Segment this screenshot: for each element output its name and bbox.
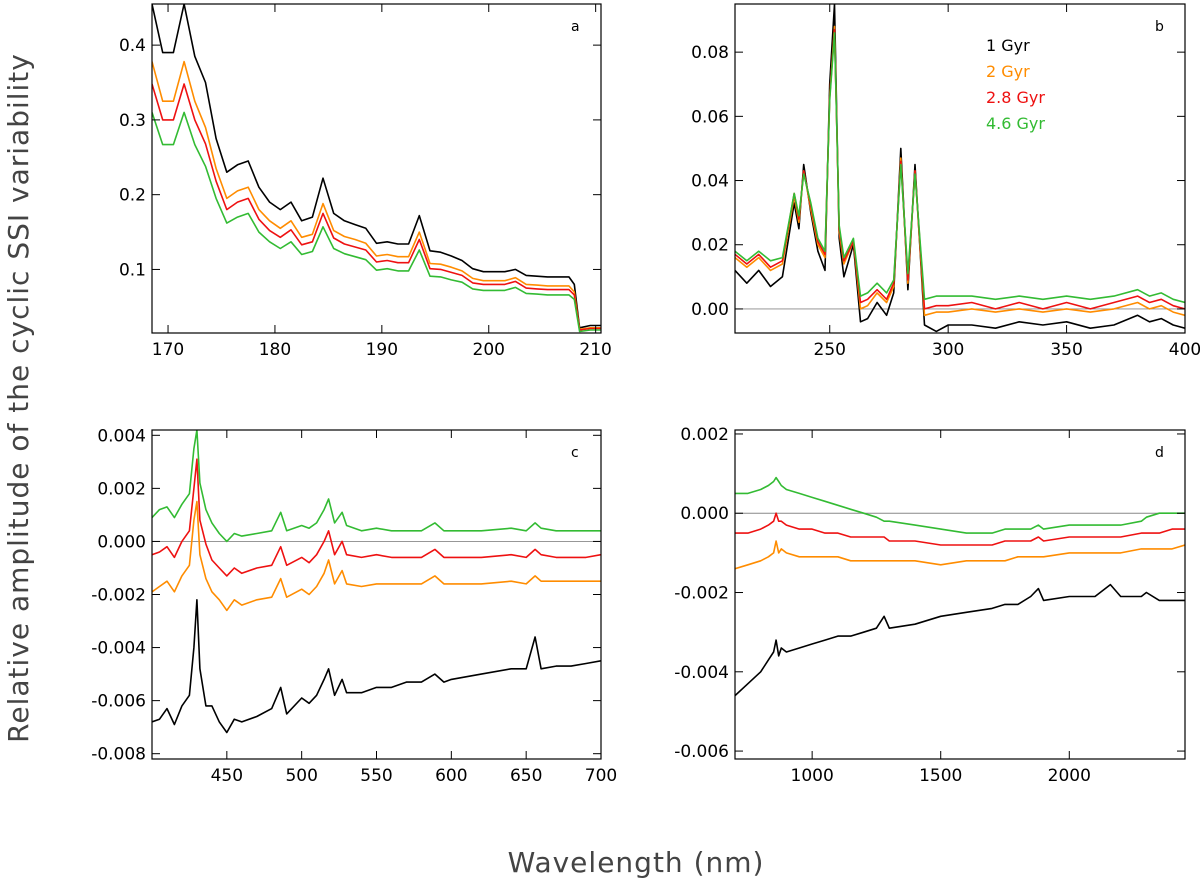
legend-entry-2-8-gyr: 2.8 Gyr [986,88,1045,107]
panel-d-ytick-label: 0.002 [680,425,729,445]
panel-c-ytick-label: -0.002 [91,586,146,606]
panel-c-line-2-8-gyr [152,458,601,577]
panel-d-frame [734,429,1186,760]
panel-b-line-4-6-gyr [735,32,1185,304]
panel-a-xtick-label: 190 [366,340,398,360]
panel-a-xtick-label: 180 [259,340,291,360]
panel-b-frame [734,3,1186,334]
panel-a-line-2-8-gyr [152,83,601,331]
panel-c-ytick-label: 0.002 [97,479,146,499]
panel-c-ytick-label: -0.008 [91,745,146,765]
panel-c-line-1-gyr [152,598,601,734]
panel-a-xtick-label: 200 [473,340,505,360]
panel-b-xtick-label: 250 [814,340,846,360]
panel-b-line-1-gyr [735,4,1185,333]
panels-group: 170 180 190 200 210 0.1 0.2 0.3 0.4 a 250 300 350 400… [91,3,1200,786]
panel-d-line-2-gyr [735,540,1185,570]
panel-b-xtick-label: 400 [1169,340,1200,360]
panel-c-ytick-label: -0.004 [91,639,146,659]
panel-d-ytick-label: -0.006 [674,742,729,762]
panel-a-ytick-label: 0.2 [119,186,146,206]
panel-a-letter: a [571,19,580,35]
panel-a-ytick-label: 0.3 [119,111,146,131]
panel-a-xtick-label: 170 [152,340,184,360]
panel-c-series [152,430,601,734]
panel-b-ytick-label: 0.08 [691,43,729,63]
legend: 1 Gyr 2 Gyr 2.8 Gyr 4.6 Gyr [986,36,1045,133]
panel-a: 170 180 190 200 210 0.1 0.2 0.3 0.4 a [119,3,612,360]
x-axis-title: Wavelength (nm) [508,846,765,879]
panel-c-ytick-label: -0.006 [91,692,146,712]
panel-d-line-4-6-gyr [735,476,1185,534]
panel-b-series [735,4,1185,333]
panel-a-line-2-gyr [152,60,601,331]
panel-c-xtick-label: 650 [510,766,542,786]
panel-c-xtick-label: 450 [211,766,243,786]
panel-c-xtick-label: 600 [435,766,467,786]
panel-a-line-4-6-gyr [152,111,601,333]
panel-a-frame [151,3,602,334]
panel-d-ytick-label: -0.002 [674,584,729,604]
panel-d-xtick-label: 1000 [791,766,834,786]
panel-b: 250 300 350 400 0.00 0.02 0.04 0.06 0.08 b 1 Gyr 2 … [691,3,1200,360]
legend-entry-1-gyr: 1 Gyr [986,36,1030,55]
panel-c-frame [151,429,602,760]
panel-b-ytick-label: 0.06 [691,107,729,127]
panel-c-line-4-6-gyr [152,430,601,543]
panel-a-ytick-label: 0.1 [119,260,146,280]
panel-d-xtick-label: 2000 [1048,766,1091,786]
panel-a-line-1-gyr [152,4,601,329]
panel-c-ytick-label: 0.004 [97,426,146,446]
panel-c-letter: c [571,445,579,461]
panel-d-letter: d [1155,445,1164,461]
panel-b-xtick-label: 300 [932,340,964,360]
panel-d-line-2-8-gyr [735,512,1185,546]
panel-b-letter: b [1155,19,1164,35]
panel-c-line-2-gyr [152,500,601,612]
panel-d-ytick-label: -0.004 [674,663,729,683]
panel-d-series [735,476,1185,697]
legend-entry-2-gyr: 2 Gyr [986,62,1030,81]
panel-b-ytick-label: 0.04 [691,172,729,192]
panel-a-series [152,4,601,333]
panel-b-xtick-label: 350 [1050,340,1082,360]
panel-a-ytick-label: 0.4 [119,36,146,56]
panel-d: 1000 1500 2000 -0.006 -0.004 -0.002 0.000 0.002… [674,425,1186,786]
panel-b-ytick-label: 0.00 [691,300,729,320]
panel-c-ytick-label: 0.000 [97,532,146,552]
panel-c: 450 500 550 600 650 700 -0.008 -0.006 -0.004 -0.0… [91,426,617,786]
panel-b-ytick-label: 0.02 [691,236,729,256]
panel-d-line-1-gyr [735,583,1185,697]
legend-entry-4-6-gyr: 4.6 Gyr [986,114,1045,133]
panel-a-xtick-label: 210 [579,340,611,360]
panel-d-xtick-label: 1500 [919,766,962,786]
panel-c-xtick-label: 700 [585,766,617,786]
panel-b-line-2-8-gyr [735,28,1185,310]
panel-c-xtick-label: 550 [360,766,392,786]
y-axis-title: Relative amplitude of the cyclic SSI var… [2,53,35,743]
panel-c-xtick-label: 500 [285,766,317,786]
panel-d-ytick-label: 0.000 [680,504,729,524]
